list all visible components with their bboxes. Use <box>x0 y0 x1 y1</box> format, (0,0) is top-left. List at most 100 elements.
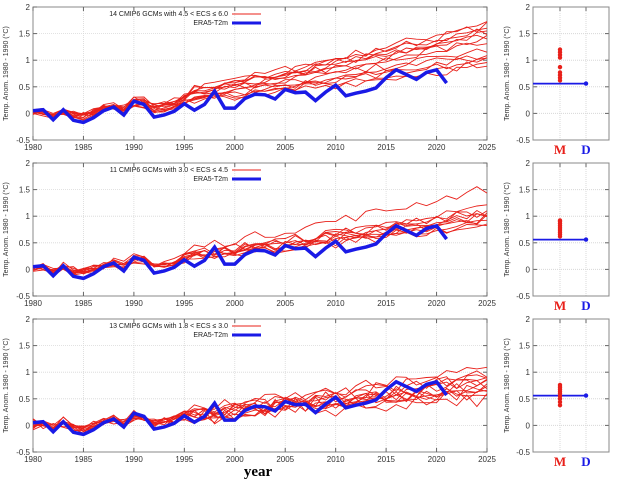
x-tick-label: 2020 <box>428 143 446 152</box>
x-tick-label: 2015 <box>377 455 395 464</box>
y-tick-label: 2 <box>26 159 31 168</box>
data-value-point <box>583 237 589 242</box>
y-tick-label: 0.5 <box>19 239 31 248</box>
model-series-line <box>32 186 488 276</box>
y-axis-label: Temp. Anom. 1980 - 1990 (°C) <box>2 182 10 277</box>
era5-series-line <box>32 223 448 281</box>
x-axis-title: year <box>244 464 273 480</box>
x-tick-label: 2015 <box>377 299 395 308</box>
y-tick-label: -0.5 <box>516 136 530 145</box>
x-tick-label: 2000 <box>226 143 244 152</box>
y-tick-label: 2 <box>526 315 531 324</box>
legend-era5-label: ERA5-T2m <box>193 20 228 27</box>
x-tick-label: 2025 <box>478 299 496 308</box>
y-axis-label: Temp. Anom. 1980 - 1990 (°C) <box>2 26 10 121</box>
model-series-line <box>32 57 488 119</box>
side-panel-3: -0.5 0 0.5 1 1.5 2 Temp. Anom. 1980 - 1990 (°C… <box>503 315 610 469</box>
y-tick-label: 1 <box>526 212 531 221</box>
model-value-point <box>557 70 563 75</box>
legend-models-label: 14 CMIP6 GCMs with 4.5 < ECS ≤ 6.0 <box>109 11 228 18</box>
x-tick-label: 2015 <box>377 143 395 152</box>
panel-1: 1980 1985 1990 1995 2000 2005 2010 2015 2020 2025… <box>2 3 496 152</box>
model-value-point <box>557 382 563 388</box>
model-value-point <box>557 399 563 405</box>
model-series-line <box>32 204 488 273</box>
y-tick-label: 1 <box>26 368 31 377</box>
category-label-m: M <box>554 142 566 157</box>
category-label-m: M <box>554 298 566 313</box>
data-value-point <box>583 81 589 86</box>
y-tick-label: 0 <box>26 421 31 430</box>
y-tick-label: 0.5 <box>19 395 31 404</box>
y-tick-label: 1 <box>526 56 531 65</box>
y-tick-label: 1 <box>26 56 31 65</box>
x-tick-label: 1985 <box>75 455 93 464</box>
x-tick-label: 1980 <box>24 455 42 464</box>
y-tick-label: 1 <box>526 368 531 377</box>
legend-models-label: 13 CMIP6 GCMs with 1.8 < ECS ≤ 3.0 <box>109 323 228 330</box>
y-axis-label: Temp. Anom. 1980 - 1990 (°C) <box>503 338 511 433</box>
y-tick-label: 2 <box>526 159 531 168</box>
y-tick-label: 1.5 <box>519 30 531 39</box>
category-label-d: D <box>581 454 590 469</box>
y-tick-label: 0 <box>526 265 531 274</box>
x-tick-label: 1985 <box>75 299 93 308</box>
y-tick-label: 1 <box>26 212 31 221</box>
x-tick-label: 2005 <box>276 455 294 464</box>
x-tick-label: 2025 <box>478 143 496 152</box>
model-series-line <box>32 366 488 433</box>
x-tick-label: 2010 <box>327 143 345 152</box>
plot-frame <box>32 318 488 453</box>
x-tick-label: 1990 <box>125 299 143 308</box>
y-tick-label: 0 <box>526 109 531 118</box>
y-tick-label: 2 <box>26 315 31 324</box>
y-tick-label: 0 <box>526 421 531 430</box>
side-plot-frame <box>532 162 610 297</box>
model-value-point <box>557 47 563 52</box>
y-tick-label: 2 <box>526 3 531 12</box>
legend-era5-label: ERA5-T2m <box>193 176 228 183</box>
x-tick-label: 2025 <box>478 455 496 464</box>
y-tick-label: -0.5 <box>16 136 30 145</box>
model-value-point <box>557 218 563 223</box>
x-tick-label: 1995 <box>175 143 193 152</box>
x-tick-label: 2020 <box>428 455 446 464</box>
plot-frame <box>32 162 488 297</box>
y-axis-label: Temp. Anom. 1980 - 1990 (°C) <box>503 26 511 121</box>
side-plot-frame <box>532 6 610 141</box>
panel-3: 1980 1985 1990 1995 2000 2005 2010 2015 2020 2025… <box>2 315 496 464</box>
x-tick-label: 2000 <box>226 455 244 464</box>
legend-era5-label: ERA5-T2m <box>193 332 228 339</box>
category-label-d: D <box>581 142 590 157</box>
side-panel-1: -0.5 0 0.5 1 1.5 2 Temp. Anom. 1980 - 1990 (°C… <box>503 3 610 157</box>
y-tick-label: 0.5 <box>519 395 531 404</box>
y-tick-label: -0.5 <box>516 292 530 301</box>
y-tick-label: 1.5 <box>519 342 531 351</box>
y-axis-label: Temp. Anom. 1980 - 1990 (°C) <box>2 338 10 433</box>
category-label-m: M <box>554 454 566 469</box>
x-tick-label: 1980 <box>24 299 42 308</box>
x-tick-label: 2020 <box>428 299 446 308</box>
side-plot-frame <box>532 318 610 453</box>
era5-series-line <box>32 67 448 125</box>
y-tick-label: 1.5 <box>19 30 31 39</box>
model-series-line <box>32 212 488 275</box>
era5-series-line <box>32 379 448 437</box>
model-series-line <box>32 21 488 115</box>
model-value-point <box>557 402 563 408</box>
model-value-point <box>557 64 563 70</box>
y-tick-label: 1.5 <box>19 186 31 195</box>
y-tick-label: 0.5 <box>19 83 31 92</box>
y-tick-label: -0.5 <box>16 292 30 301</box>
legend-models-label: 11 CMIP6 GCMs with 3.0 < ECS ≤ 4.5 <box>110 167 228 174</box>
model-series-line <box>32 21 488 115</box>
x-tick-label: 2005 <box>276 299 294 308</box>
y-tick-label: -0.5 <box>516 448 530 457</box>
x-tick-label: 1990 <box>125 143 143 152</box>
panel-2: 1980 1985 1990 1995 2000 2005 2010 2015 2020 2025… <box>2 159 496 308</box>
plot-frame <box>32 6 488 141</box>
x-tick-label: 2010 <box>327 455 345 464</box>
x-tick-label: 2000 <box>226 299 244 308</box>
y-tick-label: 0 <box>26 265 31 274</box>
